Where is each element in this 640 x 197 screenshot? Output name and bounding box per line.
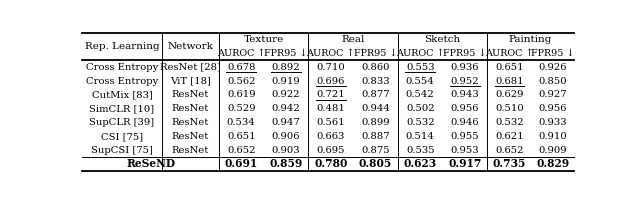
Text: ResNet: ResNet (172, 104, 209, 113)
Text: 0.805: 0.805 (359, 158, 392, 169)
Text: 0.927: 0.927 (538, 90, 567, 99)
Text: 0.942: 0.942 (271, 104, 300, 113)
Text: 0.933: 0.933 (538, 118, 567, 127)
Text: 0.946: 0.946 (451, 118, 479, 127)
Text: ViT [18]: ViT [18] (170, 77, 211, 85)
Text: 0.621: 0.621 (495, 132, 524, 141)
Text: 0.554: 0.554 (406, 77, 435, 85)
Text: 0.910: 0.910 (538, 132, 567, 141)
Text: AUROC ↑: AUROC ↑ (485, 49, 534, 58)
Text: 0.534: 0.534 (227, 118, 255, 127)
Text: 0.936: 0.936 (451, 63, 479, 72)
Text: Real: Real (341, 35, 365, 44)
Text: Network: Network (167, 42, 213, 51)
Text: 0.956: 0.956 (451, 104, 479, 113)
Text: 0.502: 0.502 (406, 104, 435, 113)
Text: SimCLR [10]: SimCLR [10] (90, 104, 155, 113)
Text: 0.859: 0.859 (269, 158, 303, 169)
Text: 0.514: 0.514 (406, 132, 435, 141)
Text: CutMix [83]: CutMix [83] (92, 90, 152, 99)
Text: 0.877: 0.877 (361, 90, 390, 99)
Text: 0.619: 0.619 (227, 90, 255, 99)
Text: 0.681: 0.681 (495, 77, 524, 85)
Text: AUROC ↑: AUROC ↑ (307, 49, 355, 58)
Text: 0.663: 0.663 (317, 132, 345, 141)
Text: FPR95 ↓: FPR95 ↓ (443, 49, 486, 58)
Text: 0.651: 0.651 (495, 63, 524, 72)
Text: 0.906: 0.906 (272, 132, 300, 141)
Text: AUROC ↑: AUROC ↑ (396, 49, 445, 58)
Text: ReSeND: ReSeND (126, 158, 175, 169)
Text: AUROC ↑: AUROC ↑ (217, 49, 266, 58)
Text: 0.735: 0.735 (493, 158, 526, 169)
Text: 0.623: 0.623 (404, 158, 436, 169)
Text: Cross Entropy: Cross Entropy (86, 63, 158, 72)
Text: 0.892: 0.892 (271, 63, 300, 72)
Text: CSI [75]: CSI [75] (101, 132, 143, 141)
Text: 0.909: 0.909 (538, 146, 567, 155)
Text: 0.829: 0.829 (536, 158, 570, 169)
Text: 0.561: 0.561 (316, 118, 345, 127)
Text: 0.553: 0.553 (406, 63, 435, 72)
Text: 0.721: 0.721 (316, 90, 345, 99)
Text: 0.529: 0.529 (227, 104, 255, 113)
Text: 0.678: 0.678 (227, 63, 255, 72)
Text: 0.953: 0.953 (451, 146, 479, 155)
Text: 0.926: 0.926 (538, 63, 567, 72)
Text: 0.535: 0.535 (406, 146, 435, 155)
Text: 0.710: 0.710 (316, 63, 345, 72)
Text: 0.532: 0.532 (495, 118, 524, 127)
Text: FPR95 ↓: FPR95 ↓ (264, 49, 308, 58)
Text: 0.695: 0.695 (316, 146, 345, 155)
Text: 0.481: 0.481 (316, 104, 345, 113)
Text: 0.542: 0.542 (406, 90, 435, 99)
Text: 0.956: 0.956 (538, 104, 567, 113)
Text: 0.875: 0.875 (361, 146, 390, 155)
Text: Sketch: Sketch (424, 35, 461, 44)
Text: 0.510: 0.510 (495, 104, 524, 113)
Text: 0.652: 0.652 (495, 146, 524, 155)
Text: 0.903: 0.903 (271, 146, 300, 155)
Text: 0.860: 0.860 (361, 63, 390, 72)
Text: 0.919: 0.919 (271, 77, 300, 85)
Text: 0.944: 0.944 (361, 104, 390, 113)
Text: ResNet: ResNet (172, 90, 209, 99)
Text: Rep. Learning: Rep. Learning (84, 42, 159, 51)
Text: 0.955: 0.955 (451, 132, 479, 141)
Text: Cross Entropy: Cross Entropy (86, 77, 158, 85)
Text: ResNet: ResNet (172, 132, 209, 141)
Text: 0.691: 0.691 (225, 158, 258, 169)
Text: SupCLR [39]: SupCLR [39] (90, 118, 155, 127)
Text: 0.652: 0.652 (227, 146, 255, 155)
Text: 0.651: 0.651 (227, 132, 255, 141)
Text: ResNet: ResNet (172, 118, 209, 127)
Text: 0.943: 0.943 (451, 90, 479, 99)
Text: 0.833: 0.833 (361, 77, 390, 85)
Text: 0.629: 0.629 (495, 90, 524, 99)
Text: FPR95 ↓: FPR95 ↓ (354, 49, 397, 58)
Text: FPR95 ↓: FPR95 ↓ (531, 49, 575, 58)
Text: 0.562: 0.562 (227, 77, 255, 85)
Text: 0.780: 0.780 (314, 158, 348, 169)
Text: 0.917: 0.917 (448, 158, 482, 169)
Text: 0.887: 0.887 (361, 132, 390, 141)
Text: 0.952: 0.952 (451, 77, 479, 85)
Text: Painting: Painting (509, 35, 552, 44)
Text: ResNet: ResNet (172, 146, 209, 155)
Text: 0.532: 0.532 (406, 118, 435, 127)
Text: Texture: Texture (243, 35, 284, 44)
Text: 0.899: 0.899 (361, 118, 390, 127)
Text: 0.850: 0.850 (538, 77, 567, 85)
Text: 0.922: 0.922 (271, 90, 300, 99)
Text: ResNet [28]: ResNet [28] (160, 63, 221, 72)
Text: 0.947: 0.947 (271, 118, 300, 127)
Text: SupCSI [75]: SupCSI [75] (91, 146, 153, 155)
Text: 0.696: 0.696 (317, 77, 345, 85)
